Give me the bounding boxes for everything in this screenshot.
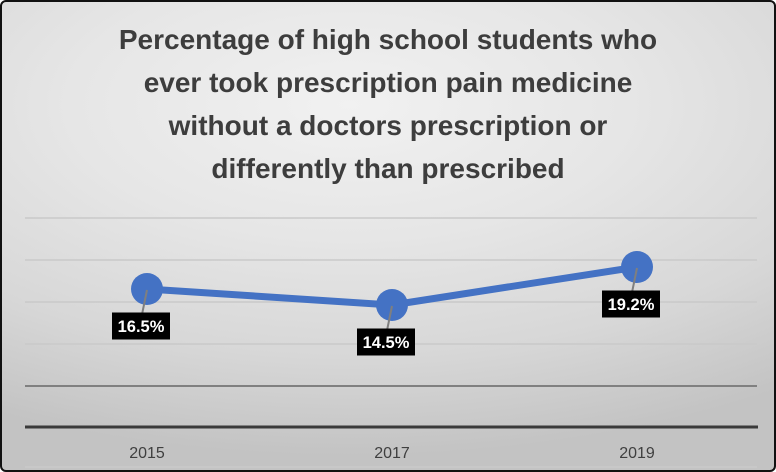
data-label-value: 19.2% — [608, 296, 655, 314]
chart-title-line-4: differently than prescribed — [211, 153, 565, 184]
data-label-box — [357, 328, 415, 356]
data-point-marker — [131, 273, 163, 305]
chart-title-line-3: without a doctors prescription or — [168, 110, 608, 141]
x-axis-tick-label: 2017 — [374, 445, 410, 462]
data-point-marker — [376, 289, 408, 321]
data-label-leader — [386, 305, 393, 331]
data-point-marker — [621, 251, 653, 283]
data-label-value: 16.5% — [118, 318, 165, 336]
x-axis-tick-label: 2015 — [129, 445, 165, 462]
chart-title-line-1: Percentage of high school students who — [118, 24, 658, 55]
chart-title: Percentage of high school students who e… — [2, 18, 774, 190]
chart-title-line-2: ever took prescription pain medicine — [143, 67, 633, 98]
data-label-leader — [141, 289, 148, 315]
x-axis-tick-label: 2019 — [619, 445, 655, 462]
data-label-value: 14.5% — [363, 334, 410, 352]
data-label-leader — [631, 267, 638, 293]
data-label-box — [112, 312, 170, 340]
data-label-box — [602, 290, 660, 318]
